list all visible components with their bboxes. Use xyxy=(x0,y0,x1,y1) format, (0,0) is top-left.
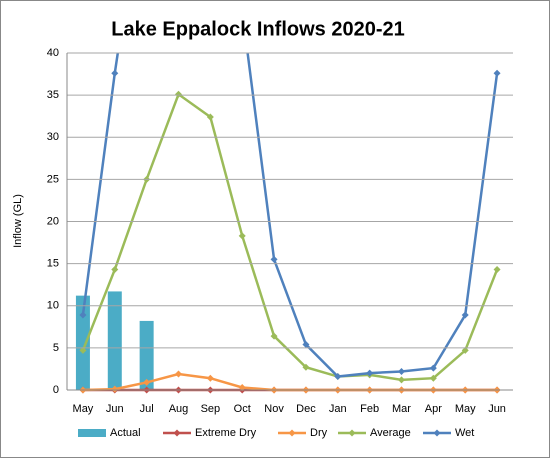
y-tick-label: 40 xyxy=(47,47,59,59)
marker xyxy=(175,90,182,98)
marker xyxy=(111,69,119,77)
marker xyxy=(270,332,278,340)
marker xyxy=(334,373,342,381)
y-tick-label: 15 xyxy=(47,258,59,270)
marker xyxy=(302,363,310,371)
marker xyxy=(493,69,501,77)
marker xyxy=(493,266,501,274)
marker xyxy=(175,370,182,378)
marker xyxy=(429,364,437,372)
y-tick-label: 35 xyxy=(47,89,59,101)
marker xyxy=(398,376,405,384)
marker xyxy=(111,266,119,274)
x-tick-label: Nov xyxy=(264,403,284,415)
x-tick-label: Feb xyxy=(360,403,379,415)
y-tick-label: 20 xyxy=(47,215,59,227)
x-tick-label: Dec xyxy=(296,403,316,415)
y-tick-label: 0 xyxy=(53,384,59,396)
x-tick-label: May xyxy=(455,403,476,415)
line xyxy=(81,92,499,382)
marker xyxy=(302,341,310,349)
legend-marker xyxy=(433,429,441,437)
legend-label: Dry xyxy=(310,427,328,439)
marker xyxy=(79,346,87,354)
bar xyxy=(139,320,154,390)
legend-marker xyxy=(173,429,181,437)
marker xyxy=(143,378,151,386)
x-tick-label: Jun xyxy=(488,403,506,415)
marker xyxy=(461,311,469,319)
y-tick-label: 30 xyxy=(47,131,59,143)
legend-label: Average xyxy=(370,427,411,439)
y-tick-label: 10 xyxy=(47,300,59,312)
marker xyxy=(366,369,374,377)
marker xyxy=(398,367,405,375)
marker xyxy=(270,255,278,263)
line xyxy=(81,53,499,378)
legend-label: Extreme Dry xyxy=(195,427,257,439)
y-axis-label: Inflow (GL) xyxy=(12,194,24,248)
marker xyxy=(238,383,246,391)
x-tick-label: Sep xyxy=(201,403,221,415)
marker xyxy=(429,374,437,382)
marker xyxy=(111,385,119,393)
y-tick-label: 25 xyxy=(47,173,59,185)
x-tick-label: Jun xyxy=(106,403,124,415)
marker xyxy=(206,113,214,121)
x-tick-label: Aug xyxy=(169,403,189,415)
bar xyxy=(75,295,90,390)
bar xyxy=(107,291,122,390)
marker xyxy=(206,374,214,382)
marker xyxy=(79,311,87,319)
x-tick-label: May xyxy=(73,403,94,415)
chart-title: Lake Eppalock Inflows 2020-21 xyxy=(111,18,404,40)
x-tick-label: Apr xyxy=(425,403,442,415)
marker xyxy=(461,346,469,354)
y-tick-label: 5 xyxy=(53,342,59,354)
x-tick-label: Jul xyxy=(140,403,154,415)
legend-marker xyxy=(348,429,356,437)
x-tick-label: Mar xyxy=(392,403,411,415)
x-tick-label: Oct xyxy=(234,403,251,415)
x-tick-label: Jan xyxy=(329,403,347,415)
legend-swatch xyxy=(78,429,106,437)
marker xyxy=(238,232,246,240)
legend-marker xyxy=(288,429,296,437)
legend-label: Wet xyxy=(455,427,474,439)
legend-label: Actual xyxy=(110,427,141,439)
